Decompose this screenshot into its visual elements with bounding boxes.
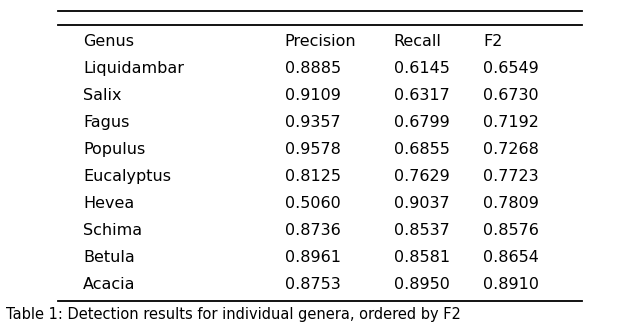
Text: 0.6855: 0.6855 bbox=[394, 142, 449, 157]
Text: 0.7723: 0.7723 bbox=[483, 169, 539, 184]
Text: 0.5060: 0.5060 bbox=[285, 196, 340, 211]
Text: 0.9357: 0.9357 bbox=[285, 115, 340, 130]
Text: Liquidambar: Liquidambar bbox=[83, 61, 184, 76]
Text: Acacia: Acacia bbox=[83, 277, 136, 292]
Text: 0.8537: 0.8537 bbox=[394, 223, 449, 238]
Text: 0.9037: 0.9037 bbox=[394, 196, 449, 211]
Text: 0.7809: 0.7809 bbox=[483, 196, 539, 211]
Text: 0.8125: 0.8125 bbox=[285, 169, 341, 184]
Text: 0.8910: 0.8910 bbox=[483, 277, 540, 292]
Text: Betula: Betula bbox=[83, 250, 135, 265]
Text: Genus: Genus bbox=[83, 33, 134, 49]
Text: 0.7629: 0.7629 bbox=[394, 169, 449, 184]
Text: 0.8950: 0.8950 bbox=[394, 277, 449, 292]
Text: F2: F2 bbox=[483, 33, 502, 49]
Text: 0.6799: 0.6799 bbox=[394, 115, 449, 130]
Text: 0.6549: 0.6549 bbox=[483, 61, 539, 76]
Text: Schima: Schima bbox=[83, 223, 142, 238]
Text: 0.8736: 0.8736 bbox=[285, 223, 340, 238]
Text: 0.7192: 0.7192 bbox=[483, 115, 539, 130]
Text: Precision: Precision bbox=[285, 33, 356, 49]
Text: 0.8885: 0.8885 bbox=[285, 61, 341, 76]
Text: Populus: Populus bbox=[83, 142, 145, 157]
Text: 0.8581: 0.8581 bbox=[394, 250, 450, 265]
Text: Eucalyptus: Eucalyptus bbox=[83, 169, 172, 184]
Text: 0.6145: 0.6145 bbox=[394, 61, 449, 76]
Text: 0.9578: 0.9578 bbox=[285, 142, 340, 157]
Text: 0.6317: 0.6317 bbox=[394, 88, 449, 103]
Text: 0.9109: 0.9109 bbox=[285, 88, 340, 103]
Text: Salix: Salix bbox=[83, 88, 122, 103]
Text: 0.8753: 0.8753 bbox=[285, 277, 340, 292]
Text: Table 1: Detection results for individual genera, ordered by F2: Table 1: Detection results for individua… bbox=[6, 307, 461, 322]
Text: Fagus: Fagus bbox=[83, 115, 129, 130]
Text: Recall: Recall bbox=[394, 33, 442, 49]
Text: 0.8961: 0.8961 bbox=[285, 250, 341, 265]
Text: 0.6730: 0.6730 bbox=[483, 88, 539, 103]
Text: 0.8654: 0.8654 bbox=[483, 250, 539, 265]
Text: 0.8576: 0.8576 bbox=[483, 223, 539, 238]
Text: 0.7268: 0.7268 bbox=[483, 142, 539, 157]
Text: Hevea: Hevea bbox=[83, 196, 134, 211]
